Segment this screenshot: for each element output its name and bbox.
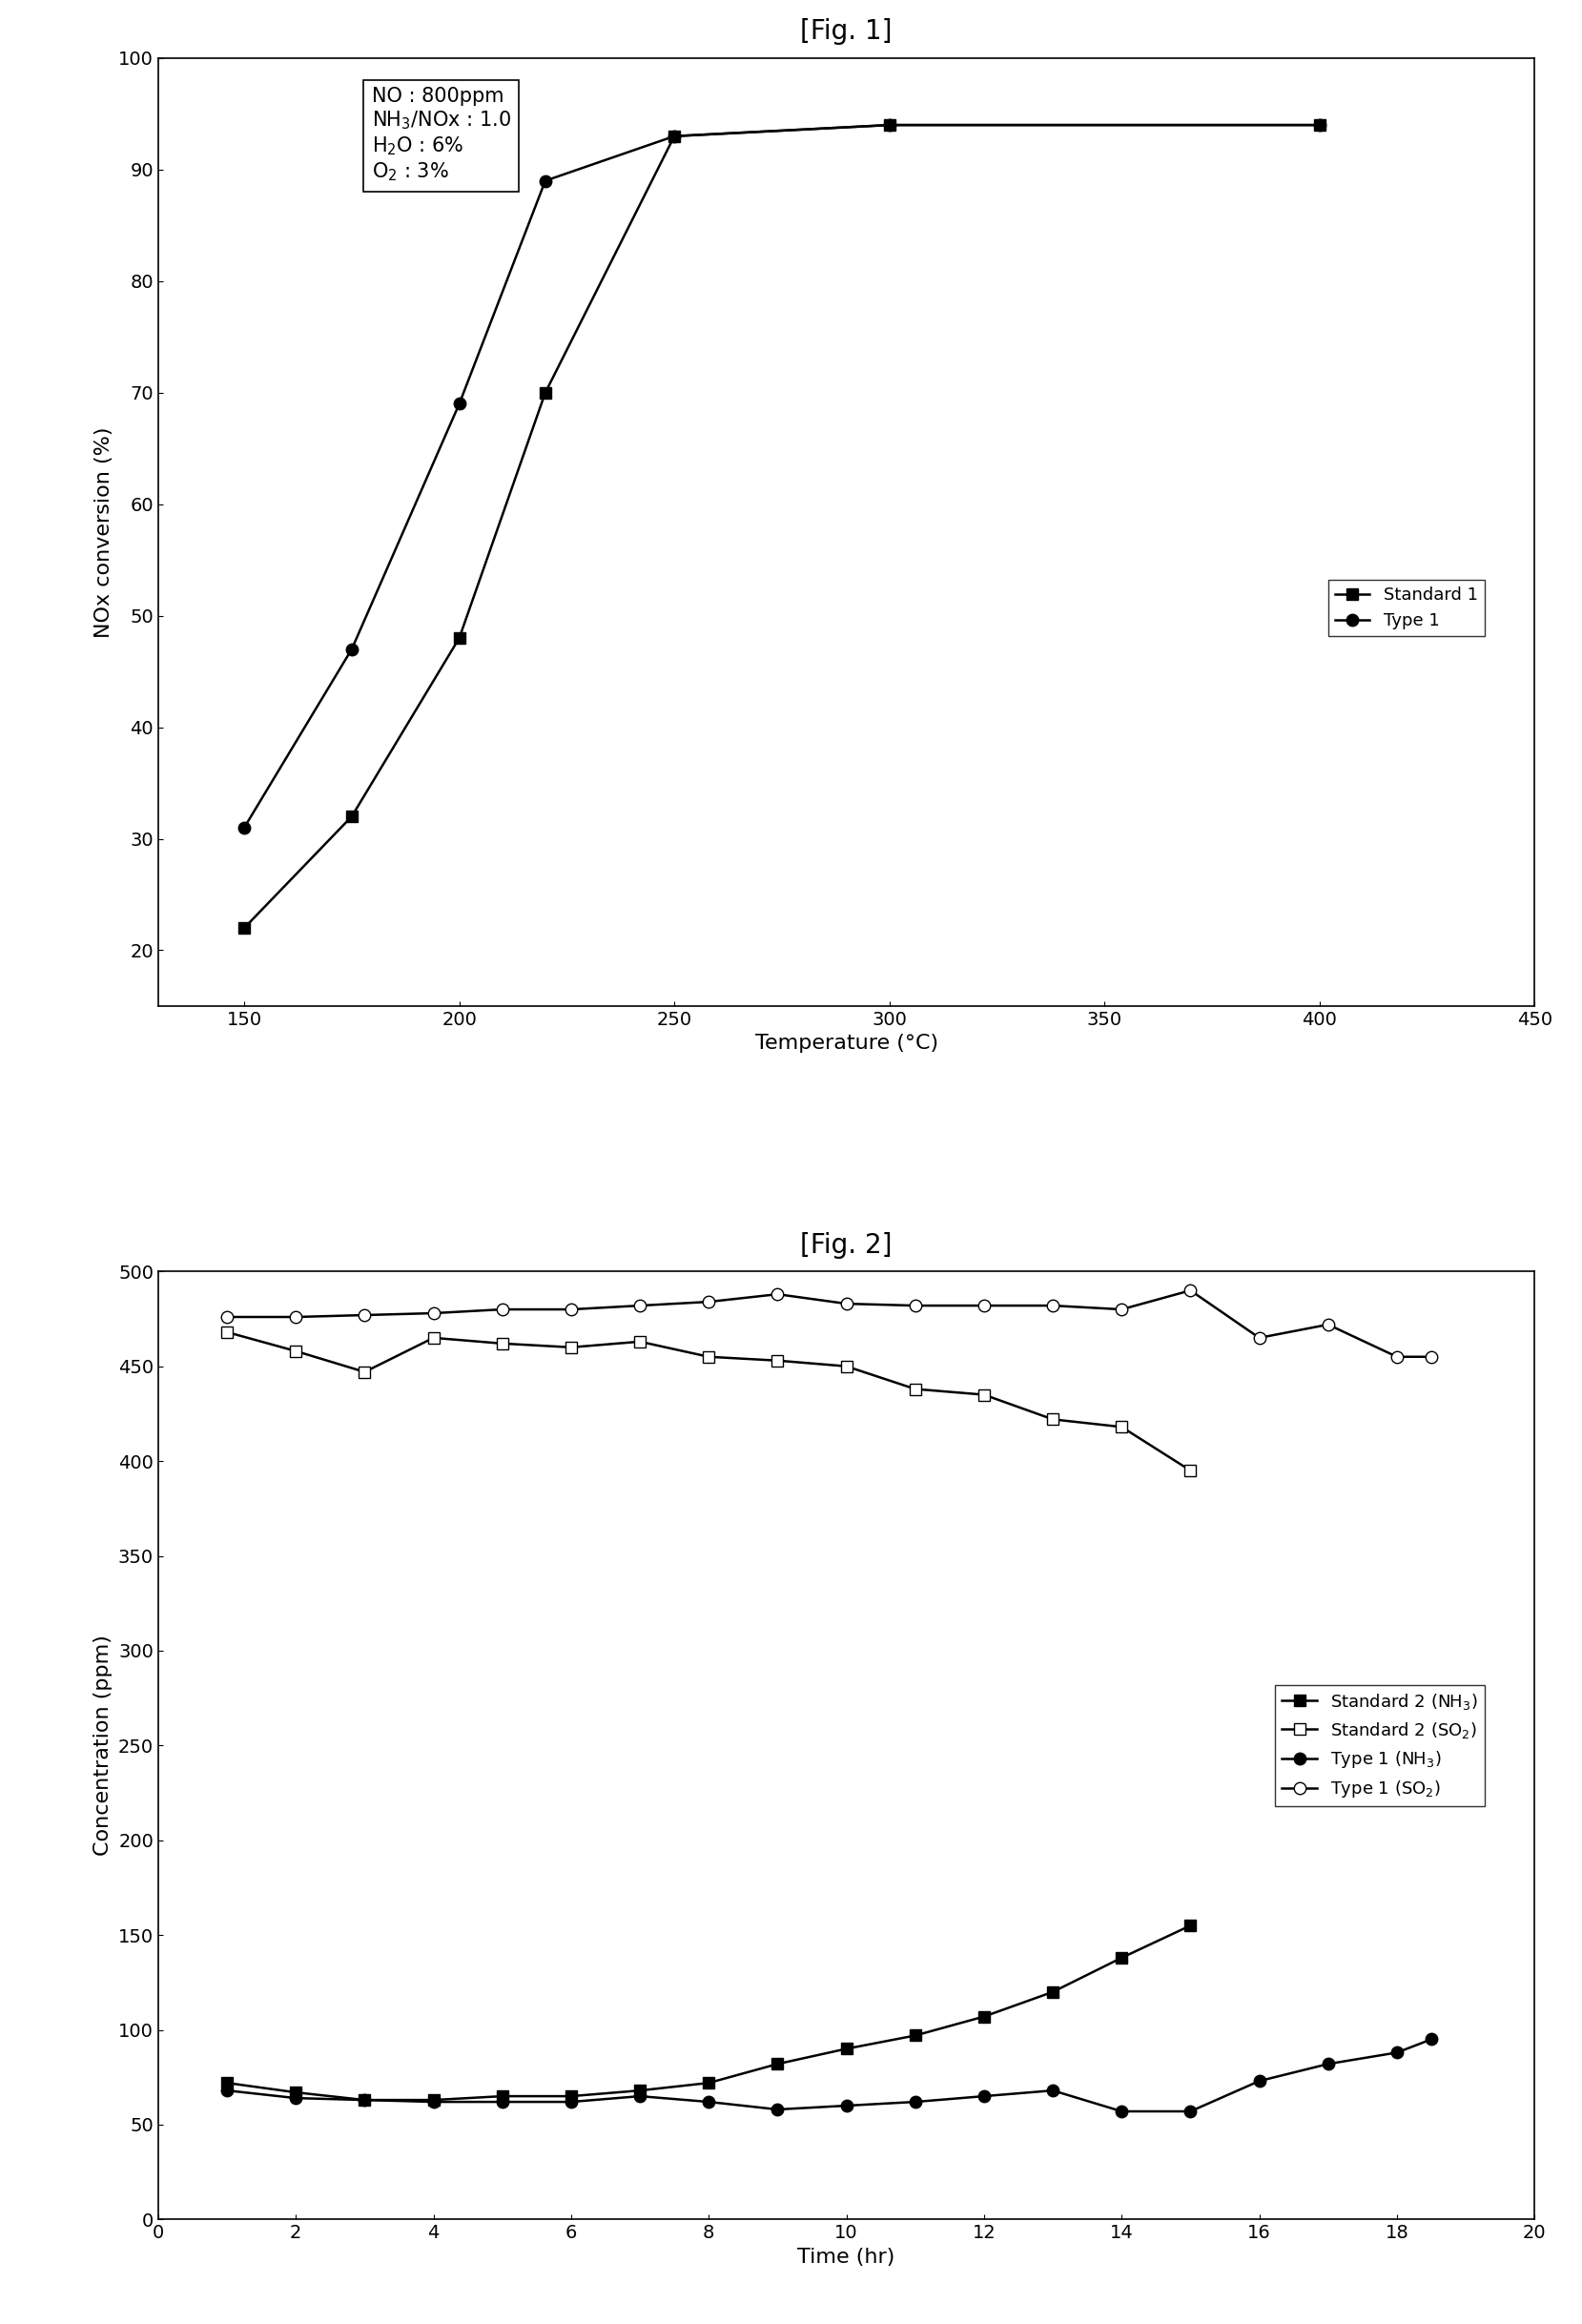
Standard 2 (SO$_2$) xyxy=(975,1380,993,1408)
Line: Type 1 (SO$_2$): Type 1 (SO$_2$) xyxy=(221,1285,1438,1362)
Type 1 (SO$_2$) xyxy=(562,1294,581,1322)
Title: [Fig. 1]: [Fig. 1] xyxy=(800,19,892,44)
Standard 2 (SO$_2$) xyxy=(630,1327,650,1355)
Standard 1 xyxy=(234,913,253,941)
Type 1 (SO$_2$) xyxy=(630,1292,650,1320)
Type 1 (NH$_3$) xyxy=(1250,2066,1269,2094)
Standard 2 (NH$_3$) xyxy=(699,2068,718,2096)
Type 1 (NH$_3$) xyxy=(562,2087,581,2115)
Type 1 (SO$_2$) xyxy=(905,1292,924,1320)
Type 1 (SO$_2$) xyxy=(699,1287,718,1315)
Standard 1 xyxy=(880,112,899,139)
Standard 2 (SO$_2$) xyxy=(492,1329,511,1357)
Type 1 (SO$_2$) xyxy=(1422,1343,1441,1371)
Standard 2 (NH$_3$) xyxy=(769,2050,788,2078)
Type 1 (NH$_3$) xyxy=(354,2087,373,2115)
Type 1 (SO$_2$) xyxy=(975,1292,993,1320)
Type 1 (NH$_3$) xyxy=(1112,2096,1131,2124)
Line: Standard 1: Standard 1 xyxy=(239,119,1326,934)
Line: Standard 2 (NH$_3$): Standard 2 (NH$_3$) xyxy=(221,1920,1196,2106)
Standard 1 xyxy=(1310,112,1329,139)
Type 1 (NH$_3$) xyxy=(1387,2038,1406,2066)
Type 1 xyxy=(1310,112,1329,139)
X-axis label: Temperature (°C): Temperature (°C) xyxy=(755,1034,938,1053)
Type 1 (SO$_2$) xyxy=(1180,1276,1199,1304)
Type 1 (SO$_2$) xyxy=(1319,1311,1338,1339)
Standard 2 (SO$_2$) xyxy=(1044,1406,1063,1434)
Type 1 (SO$_2$) xyxy=(1112,1294,1131,1322)
Standard 1 xyxy=(664,123,683,151)
Type 1 (SO$_2$) xyxy=(1387,1343,1406,1371)
Standard 2 (NH$_3$) xyxy=(1044,1978,1063,2006)
Standard 2 (NH$_3$) xyxy=(1180,1913,1199,1941)
Standard 2 (NH$_3$) xyxy=(354,2087,373,2115)
Legend: Standard 2 (NH$_3$), Standard 2 (SO$_2$), Type 1 (NH$_3$), Type 1 (SO$_2$): Standard 2 (NH$_3$), Standard 2 (SO$_2$)… xyxy=(1275,1685,1484,1806)
Type 1 xyxy=(449,390,468,418)
X-axis label: Time (hr): Time (hr) xyxy=(797,2247,895,2266)
Type 1 (NH$_3$) xyxy=(286,2085,305,2113)
Standard 1 xyxy=(536,379,555,407)
Type 1 (SO$_2$) xyxy=(492,1294,511,1322)
Type 1 (NH$_3$) xyxy=(1044,2078,1063,2106)
Standard 1 xyxy=(342,802,361,830)
Type 1 (NH$_3$) xyxy=(218,2078,237,2106)
Type 1 (NH$_3$) xyxy=(630,2082,650,2110)
Type 1 (SO$_2$) xyxy=(1044,1292,1063,1320)
Type 1 xyxy=(664,123,683,151)
Standard 2 (SO$_2$) xyxy=(769,1346,788,1373)
Standard 1 xyxy=(449,625,468,653)
Type 1 (NH$_3$) xyxy=(905,2087,924,2115)
Standard 2 (SO$_2$) xyxy=(1112,1413,1131,1441)
Standard 2 (NH$_3$) xyxy=(492,2082,511,2110)
Type 1 (NH$_3$) xyxy=(492,2087,511,2115)
Type 1 (SO$_2$) xyxy=(354,1301,373,1329)
Standard 2 (SO$_2$) xyxy=(286,1336,305,1364)
Type 1 xyxy=(536,167,555,195)
Legend: Standard 1, Type 1: Standard 1, Type 1 xyxy=(1329,579,1484,637)
Type 1 xyxy=(880,112,899,139)
Standard 2 (NH$_3$) xyxy=(975,2003,993,2031)
Type 1 (NH$_3$) xyxy=(769,2096,788,2124)
Standard 2 (SO$_2$) xyxy=(218,1318,237,1346)
Standard 2 (NH$_3$) xyxy=(562,2082,581,2110)
Standard 2 (NH$_3$) xyxy=(837,2036,856,2064)
Standard 2 (NH$_3$) xyxy=(630,2078,650,2106)
Type 1 (SO$_2$) xyxy=(218,1304,237,1332)
Standard 2 (SO$_2$) xyxy=(1180,1457,1199,1485)
Type 1 xyxy=(342,634,361,662)
Standard 2 (NH$_3$) xyxy=(1112,1943,1131,1971)
Line: Type 1: Type 1 xyxy=(239,119,1326,834)
Standard 2 (NH$_3$) xyxy=(286,2078,305,2106)
Standard 2 (SO$_2$) xyxy=(424,1325,443,1353)
Y-axis label: Concentration (ppm): Concentration (ppm) xyxy=(93,1634,112,1857)
Type 1 (NH$_3$) xyxy=(1319,2050,1338,2078)
Text: NO : 800ppm
NH$_3$/NOx : 1.0
H$_2$O : 6%
O$_2$ : 3%: NO : 800ppm NH$_3$/NOx : 1.0 H$_2$O : 6%… xyxy=(372,86,511,184)
Standard 2 (SO$_2$) xyxy=(562,1334,581,1362)
Y-axis label: NOx conversion (%): NOx conversion (%) xyxy=(93,428,112,637)
Standard 2 (NH$_3$) xyxy=(905,2022,924,2050)
Type 1 (NH$_3$) xyxy=(837,2092,856,2119)
Type 1 (NH$_3$) xyxy=(699,2087,718,2115)
Standard 2 (NH$_3$) xyxy=(424,2087,443,2115)
Type 1 (SO$_2$) xyxy=(424,1299,443,1327)
Standard 2 (SO$_2$) xyxy=(354,1357,373,1385)
Line: Type 1 (NH$_3$): Type 1 (NH$_3$) xyxy=(221,2034,1438,2117)
Standard 2 (SO$_2$) xyxy=(905,1376,924,1404)
Line: Standard 2 (SO$_2$): Standard 2 (SO$_2$) xyxy=(221,1327,1196,1476)
Title: [Fig. 2]: [Fig. 2] xyxy=(800,1232,892,1260)
Type 1 (SO$_2$) xyxy=(286,1304,305,1332)
Type 1 (NH$_3$) xyxy=(1180,2096,1199,2124)
Type 1 (NH$_3$) xyxy=(424,2087,443,2115)
Type 1 (SO$_2$) xyxy=(837,1290,856,1318)
Type 1 (NH$_3$) xyxy=(1422,2024,1441,2052)
Standard 2 (SO$_2$) xyxy=(837,1353,856,1380)
Standard 2 (SO$_2$) xyxy=(699,1343,718,1371)
Type 1 (NH$_3$) xyxy=(975,2082,993,2110)
Type 1 xyxy=(234,813,253,841)
Type 1 (SO$_2$) xyxy=(769,1281,788,1308)
Standard 2 (NH$_3$) xyxy=(218,2068,237,2096)
Type 1 (SO$_2$) xyxy=(1250,1325,1269,1353)
